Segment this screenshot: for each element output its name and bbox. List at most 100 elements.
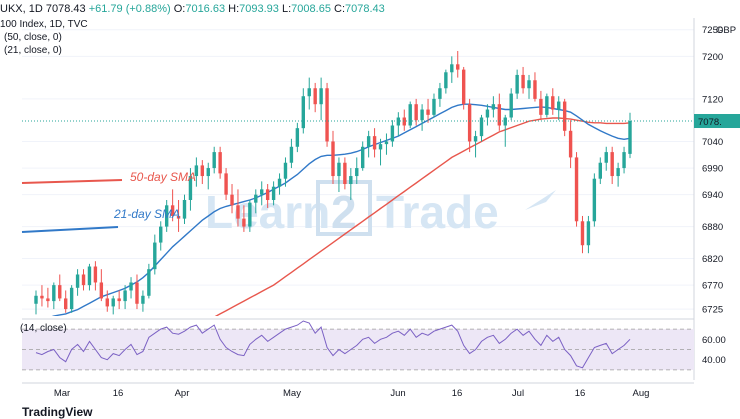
high-value: 7093.93 <box>239 3 279 15</box>
candle-body <box>176 215 181 219</box>
candle-body <box>479 117 484 137</box>
candle-body <box>450 64 454 73</box>
candle-body <box>218 152 222 174</box>
candle-body <box>75 274 80 288</box>
time-tick-label: Aug <box>633 388 650 399</box>
candle-body <box>271 186 276 200</box>
candle-body <box>46 298 50 302</box>
candle-body <box>254 194 258 203</box>
candle-body <box>277 178 282 187</box>
candle-body <box>616 168 620 177</box>
candle-body <box>265 189 270 200</box>
candle-body <box>438 88 442 99</box>
candle-body <box>539 98 543 115</box>
price-tick-label: 6820 <box>702 254 723 265</box>
candle-body <box>568 130 573 158</box>
rsi-tick-label: 40.00 <box>702 355 726 366</box>
candle-body <box>402 117 406 126</box>
chart-title-line: 100 Index, 1D, TVC <box>0 19 88 30</box>
sma-annotations: 50-day SMA 21-day SMA <box>21 170 196 233</box>
candle-body <box>117 298 121 302</box>
candle-body <box>372 136 377 150</box>
candle-body <box>248 202 252 227</box>
rsi-panel: 60.00 40.00 <box>22 318 726 371</box>
candle-body <box>236 205 240 219</box>
candle-body <box>497 104 502 126</box>
candle-body <box>230 194 234 206</box>
candle-body <box>527 80 531 89</box>
candle-body <box>444 72 448 89</box>
low-value: 7008.65 <box>291 3 331 15</box>
candle-body <box>580 221 585 246</box>
sma50-annotation-line <box>21 179 123 184</box>
candle-body <box>551 96 555 110</box>
candle-body <box>319 88 323 105</box>
time-tick-label: Jun <box>390 388 405 399</box>
candle-body <box>200 165 205 177</box>
candle-body <box>52 285 56 302</box>
price-tick-label: 7120 <box>702 94 723 105</box>
candle-body <box>515 74 519 94</box>
time-tick-label: May <box>283 388 301 399</box>
candle-body <box>622 152 626 169</box>
ma50-legend[interactable]: (50, close, 0) <box>4 32 62 43</box>
candle-body <box>628 121 632 154</box>
open-label: O: <box>173 3 186 15</box>
candle-body <box>378 144 383 150</box>
price-tick-label: 6770 <box>702 281 723 292</box>
candles <box>34 50 632 315</box>
ma21-legend[interactable]: (21, close, 0) <box>4 45 62 56</box>
candle-body <box>135 282 139 304</box>
candle-body <box>456 64 460 70</box>
low-label: L: <box>281 3 292 15</box>
sma50-line <box>214 117 631 316</box>
candle-body <box>337 162 341 177</box>
candle-body <box>81 274 86 286</box>
price-tick-label: 6990 <box>702 164 723 175</box>
tradingview-brand: TradingView <box>22 405 93 419</box>
close-value-ohlc: 7078.43 <box>345 3 385 15</box>
candle-body <box>461 69 466 105</box>
sma21-annotation-line <box>21 226 119 233</box>
watermark-right: Trade <box>376 186 499 238</box>
candle-body <box>598 162 602 179</box>
candle-body <box>295 128 300 147</box>
candle-body <box>40 295 44 299</box>
candle-body <box>170 205 175 216</box>
candle-body <box>206 168 210 177</box>
sma21-annotation: 21-day SMA <box>113 207 180 221</box>
price-tick-label: 6725 <box>702 305 723 316</box>
candle-body <box>129 282 133 291</box>
candle-body <box>93 266 98 283</box>
candle-body <box>105 298 109 307</box>
candle-body <box>58 285 62 299</box>
candle-body <box>283 162 288 179</box>
close-label: C: <box>334 3 345 15</box>
time-tick-label: Mar <box>54 388 70 399</box>
candle-body <box>509 93 513 118</box>
price-tick-label: 6940 <box>702 190 723 201</box>
candle-body <box>224 173 228 195</box>
candle-body <box>87 266 92 286</box>
candle-body <box>182 199 187 219</box>
close-value: 7078.43 <box>45 3 86 15</box>
watermark-mid: 2 <box>331 186 357 238</box>
candle-body <box>260 189 264 195</box>
price-plot-area <box>22 18 694 316</box>
candle-body <box>99 282 104 299</box>
candle-body <box>307 88 311 97</box>
candle-body <box>147 269 151 296</box>
candle-body <box>188 176 193 200</box>
candle-body <box>604 152 608 163</box>
candle-body <box>592 178 597 222</box>
candle-body <box>123 290 127 302</box>
sma50-path <box>214 117 631 316</box>
candle-body <box>521 74 525 89</box>
candle-body <box>420 109 424 121</box>
candle-body <box>343 162 347 185</box>
price-tick-label: 7250 <box>702 25 723 36</box>
rsi-legend[interactable]: (14, close) <box>20 323 67 334</box>
candle-body <box>64 298 68 310</box>
candle-body <box>301 96 305 129</box>
